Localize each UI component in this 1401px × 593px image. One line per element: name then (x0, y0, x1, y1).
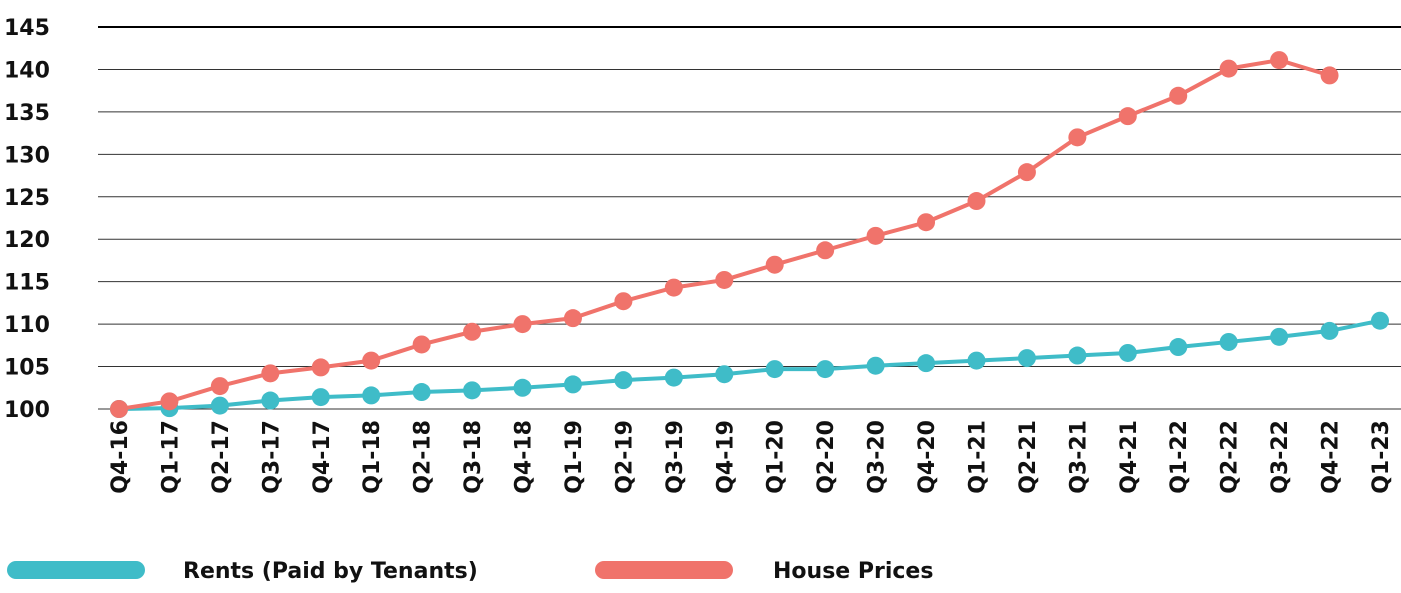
data-point (463, 381, 482, 400)
series-line (118, 318, 1381, 411)
data-point (412, 335, 431, 354)
y-tick-label: 145 (4, 16, 50, 41)
data-point (664, 278, 683, 297)
x-tick-label: Q2-21 (1016, 420, 1041, 494)
data-point (261, 391, 280, 410)
data-point (1371, 311, 1389, 330)
data-point (1068, 346, 1087, 365)
data-point (362, 386, 381, 405)
y-tick-label: 130 (4, 143, 50, 168)
data-point (1017, 349, 1036, 368)
data-point (967, 351, 986, 370)
y-tick-label: 120 (4, 228, 50, 253)
legend-label: House Prices (773, 559, 933, 584)
data-point (563, 309, 582, 328)
x-tick-label: Q1-21 (965, 420, 990, 494)
data-point (311, 358, 330, 377)
x-tick-label: Q1-19 (562, 420, 587, 494)
data-point (765, 360, 784, 379)
data-point (1169, 338, 1188, 357)
data-point (1320, 321, 1339, 340)
data-point (967, 192, 986, 211)
y-tick-label: 105 (4, 356, 50, 381)
data-point (1068, 128, 1087, 147)
data-point (664, 368, 683, 387)
x-tick-label: Q3-22 (1268, 420, 1293, 494)
data-point (1270, 51, 1289, 70)
data-point (1169, 86, 1188, 105)
data-point (614, 371, 633, 390)
data-point (513, 378, 532, 397)
data-point (1118, 107, 1137, 126)
y-tick-label: 115 (4, 271, 50, 296)
data-point (513, 315, 532, 334)
y-tick-label: 110 (4, 313, 50, 338)
x-tick-label: Q4-20 (915, 420, 940, 494)
data-point (614, 292, 633, 311)
x-tick-label: Q3-17 (259, 420, 284, 494)
x-tick-label: Q1-23 (1369, 420, 1394, 494)
data-point (1017, 163, 1036, 182)
data-point (1118, 343, 1137, 362)
x-tick-label: Q4-16 (108, 420, 133, 494)
data-point (816, 360, 835, 379)
x-tick-label: Q3-21 (1066, 420, 1091, 494)
data-point (917, 213, 936, 232)
data-point (311, 388, 330, 407)
x-tick-label: Q2-20 (814, 420, 839, 494)
x-tick-label: Q2-18 (411, 420, 436, 494)
data-point (866, 356, 885, 375)
legend-label: Rents (Paid by Tenants) (183, 559, 478, 584)
x-tick-label: Q2-19 (612, 420, 637, 494)
data-point (210, 396, 229, 415)
data-point (412, 383, 431, 402)
x-tick-label: Q3-18 (461, 420, 486, 494)
data-point (1320, 66, 1339, 85)
x-tick-label: Q4-22 (1319, 420, 1344, 494)
data-point (110, 400, 128, 418)
x-tick-label: Q2-22 (1218, 420, 1243, 494)
data-point (715, 270, 734, 289)
x-tick-label: Q4-18 (512, 420, 537, 494)
data-point (917, 354, 936, 373)
x-tick-label: Q2-17 (209, 420, 234, 494)
y-tick-label: 135 (4, 101, 50, 126)
data-point (816, 241, 835, 260)
x-tick-label: Q1-18 (360, 420, 385, 494)
data-point (1270, 327, 1289, 346)
x-tick-label: Q3-19 (663, 420, 688, 494)
data-point (866, 226, 885, 245)
data-point (1219, 332, 1238, 351)
x-tick-label: Q4-19 (713, 420, 738, 494)
x-tick-label: Q4-17 (310, 420, 335, 494)
data-point (765, 255, 784, 274)
data-point (1219, 59, 1238, 78)
data-point (715, 365, 734, 384)
y-tick-label: 140 (4, 58, 50, 83)
data-point (463, 322, 482, 341)
x-tick-label: Q4-21 (1117, 420, 1142, 494)
data-point (261, 364, 280, 383)
data-point (210, 377, 229, 396)
x-tick-label: Q1-17 (158, 420, 183, 494)
data-point (160, 392, 179, 411)
x-tick-label: Q1-20 (764, 420, 789, 494)
y-tick-label: 100 (4, 398, 50, 423)
series-line (118, 58, 1331, 411)
x-tick-label: Q3-20 (865, 420, 890, 494)
data-point (362, 351, 381, 370)
x-tick-label: Q1-22 (1167, 420, 1192, 494)
data-point (563, 375, 582, 394)
y-tick-label: 125 (4, 186, 50, 211)
